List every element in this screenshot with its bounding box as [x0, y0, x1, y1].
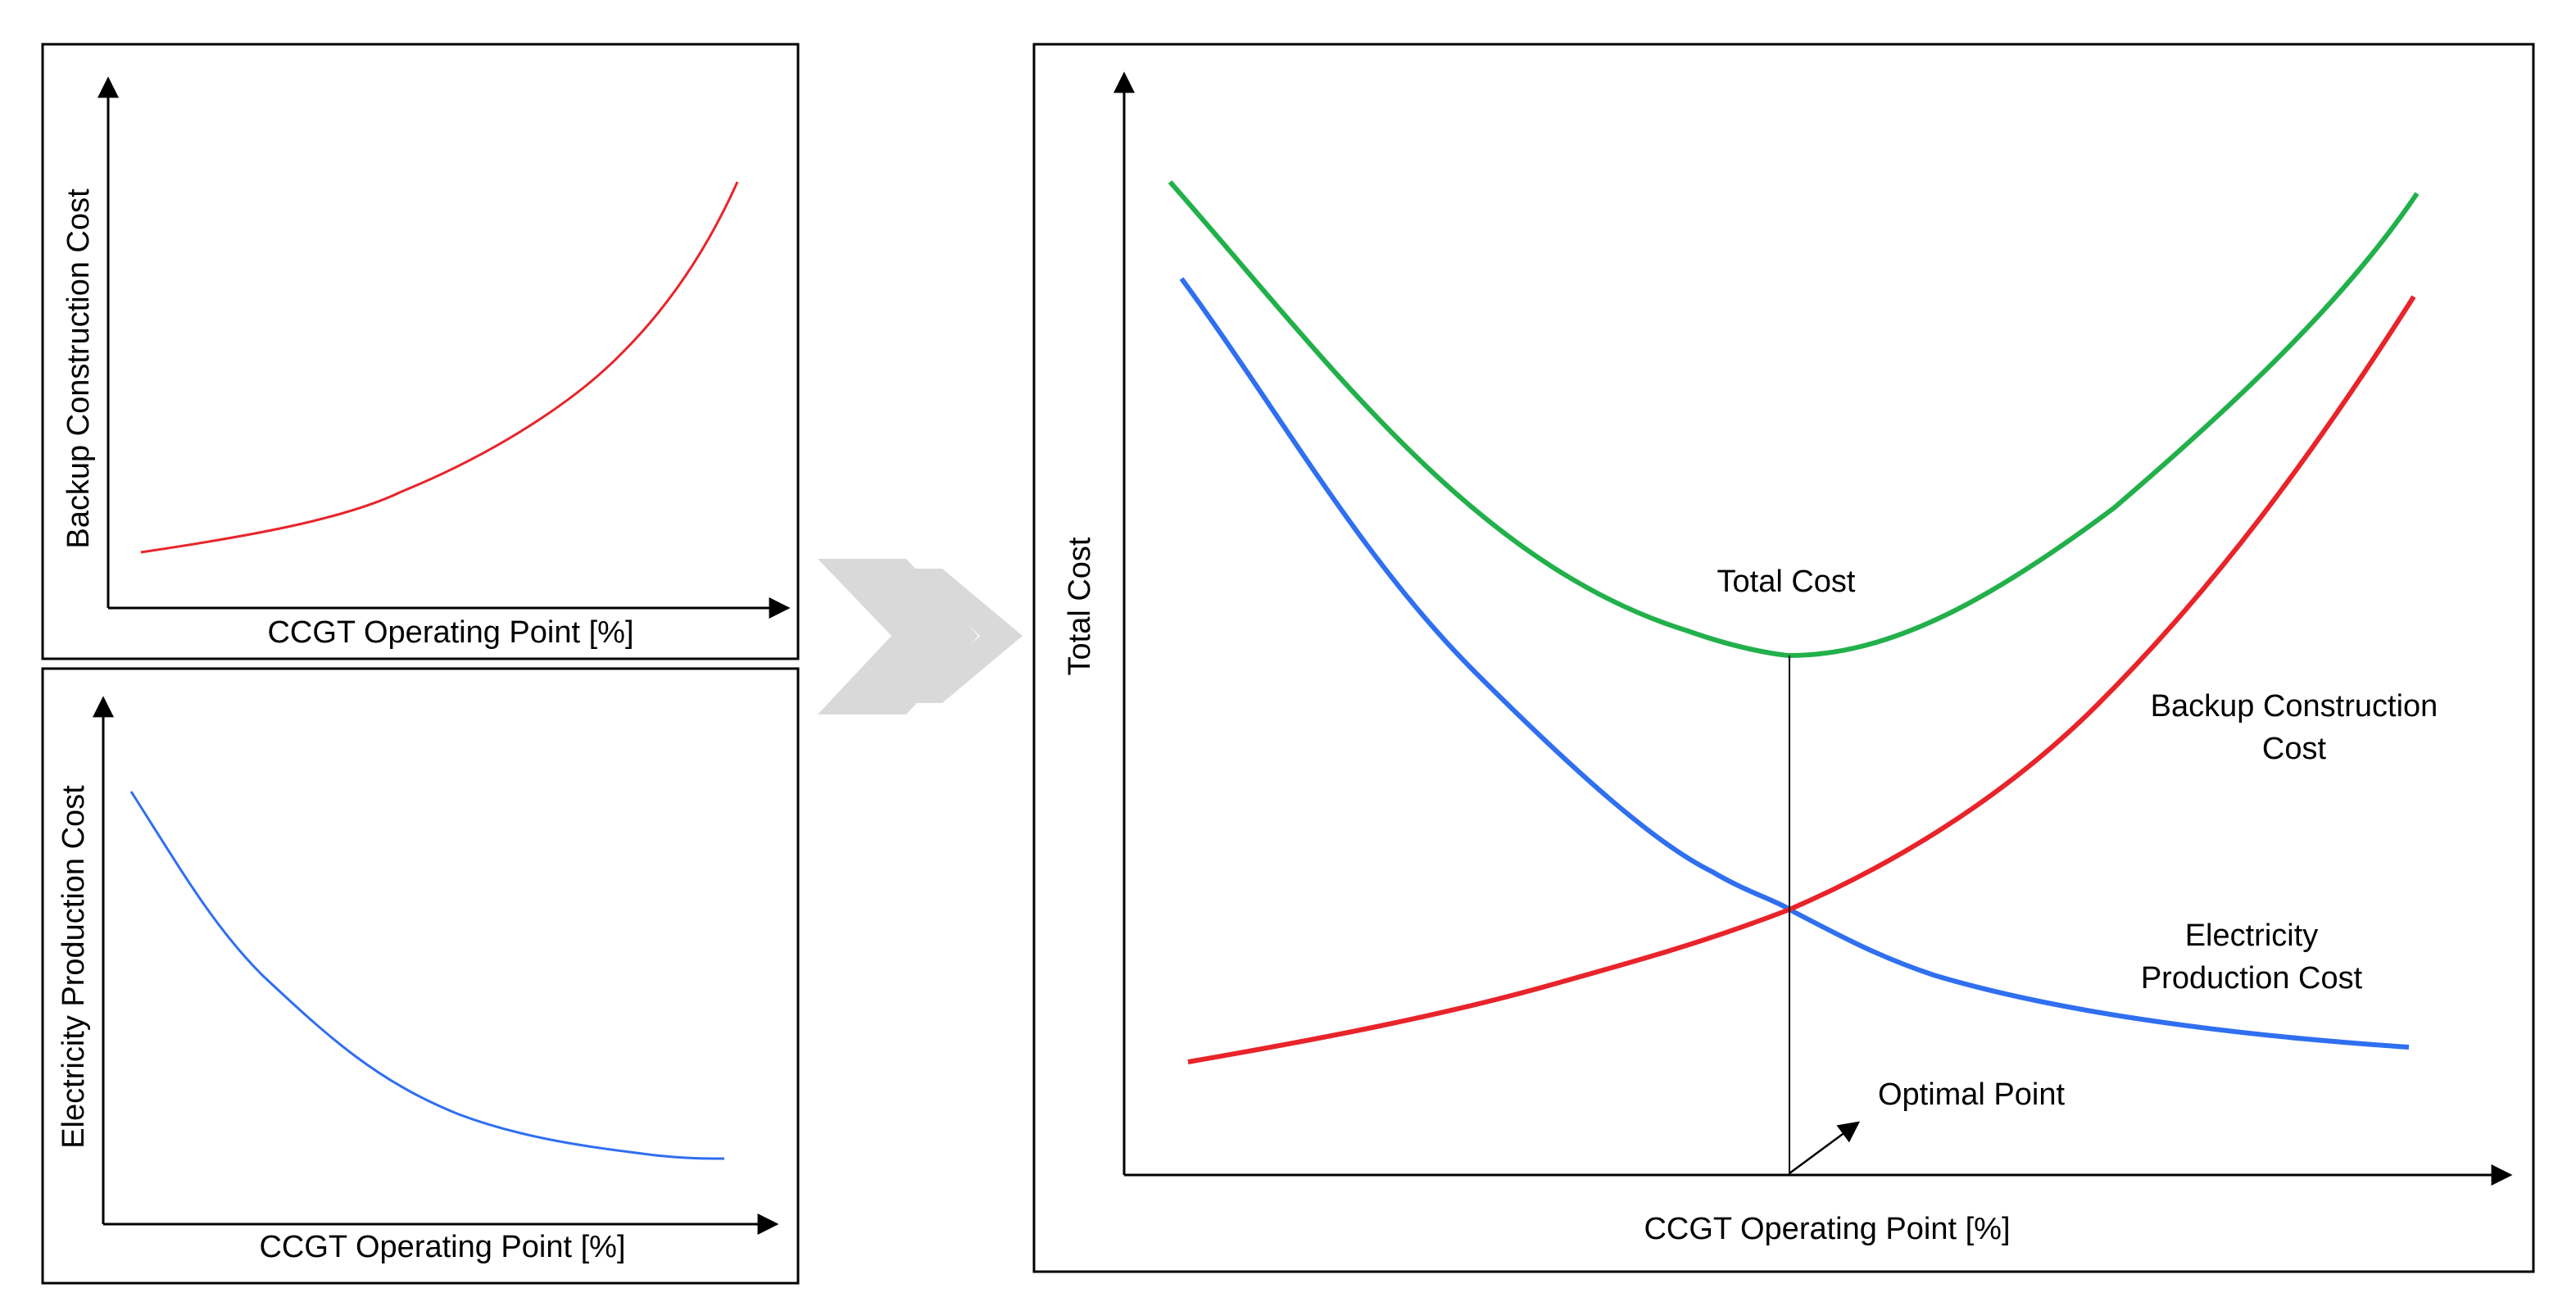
backup-construction-curve	[1187, 295, 2416, 1064]
total-cost-curve-label: Total Cost	[1717, 565, 1856, 599]
optimal-point-pointer	[1789, 1121, 1861, 1175]
panel-border	[1032, 43, 2535, 1273]
backup-curve-label-line2: Cost	[2262, 732, 2327, 766]
chevron-right	[906, 569, 1023, 703]
transition-arrow	[818, 559, 1023, 714]
electricity-x-label: CCGT Operating Point [%]	[259, 1230, 625, 1264]
backup-cost-panel: Backup Construction Cost CCGT Operating …	[41, 43, 800, 660]
backup-y-label: Backup Construction Cost	[61, 188, 96, 549]
electricity-curve-label-line2: Production Cost	[2141, 961, 2363, 996]
total-x-label: CCGT Operating Point [%]	[1644, 1212, 2010, 1246]
panel-border	[41, 43, 800, 660]
total-cost-curve	[1168, 180, 2420, 659]
electricity-curve-label-line1: Electricity	[2185, 919, 2319, 953]
backup-cost-curve	[140, 181, 739, 554]
panel-border	[41, 667, 800, 1285]
backup-curve-label-line1: Backup Construction	[2151, 689, 2438, 724]
total-cost-panel: Total Cost CCGT Operating Point [%] Tota…	[1032, 43, 2535, 1273]
electricity-production-curve	[1179, 277, 2410, 1050]
total-y-label: Total Cost	[1063, 537, 1097, 675]
electricity-cost-panel: Electricity Production Cost CCGT Operati…	[41, 667, 800, 1285]
electricity-y-label: Electricity Production Cost	[57, 785, 91, 1149]
backup-x-label: CCGT Operating Point [%]	[267, 615, 633, 650]
electricity-cost-curve	[129, 791, 725, 1160]
optimal-point-label: Optimal Point	[1878, 1077, 2066, 1112]
